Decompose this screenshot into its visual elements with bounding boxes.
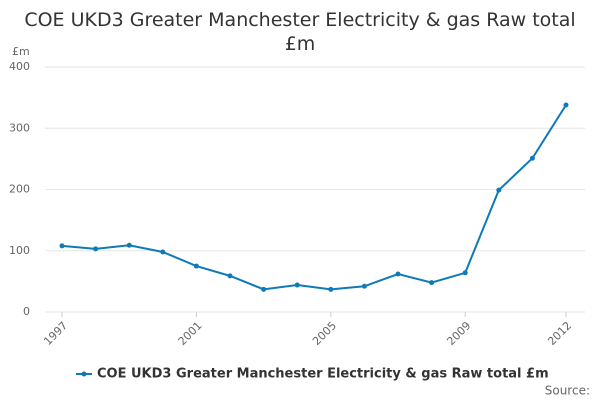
data-point — [93, 246, 99, 252]
x-tick-label: 2001 — [176, 319, 205, 348]
legend-swatch-dot — [81, 371, 87, 377]
data-point — [462, 270, 468, 276]
source: Source: — [545, 384, 590, 398]
data-point — [328, 286, 334, 292]
data-point — [395, 271, 401, 277]
data-point — [529, 155, 535, 161]
data-point — [496, 187, 502, 193]
y-tick-label: 400 — [9, 60, 30, 73]
data-point — [160, 249, 166, 255]
data-line — [61, 104, 567, 291]
data-point — [126, 242, 132, 248]
y-tick-label: 0 — [23, 305, 30, 318]
x-tick-label: 2012 — [545, 319, 574, 348]
y-tick-label: 200 — [9, 183, 30, 196]
y-tick-label: 300 — [9, 121, 30, 134]
data-point — [361, 283, 367, 289]
x-tick-label: 2009 — [444, 319, 473, 348]
data-point — [227, 273, 233, 279]
y-tick-label: 100 — [9, 244, 30, 257]
data-point — [261, 286, 267, 292]
chart-title: COE UKD3 Greater Manchester Electricity … — [24, 9, 576, 55]
data-point — [193, 263, 199, 269]
data-point — [563, 102, 569, 108]
legend-label: COE UKD3 Greater Manchester Electricity … — [97, 367, 549, 382]
x-tick-label: 1997 — [41, 319, 70, 348]
data-point — [429, 280, 435, 286]
data-point — [59, 243, 65, 249]
x-tick-label: 2005 — [310, 319, 339, 348]
y-axis-label: £m — [12, 45, 30, 58]
data-point — [294, 282, 300, 288]
